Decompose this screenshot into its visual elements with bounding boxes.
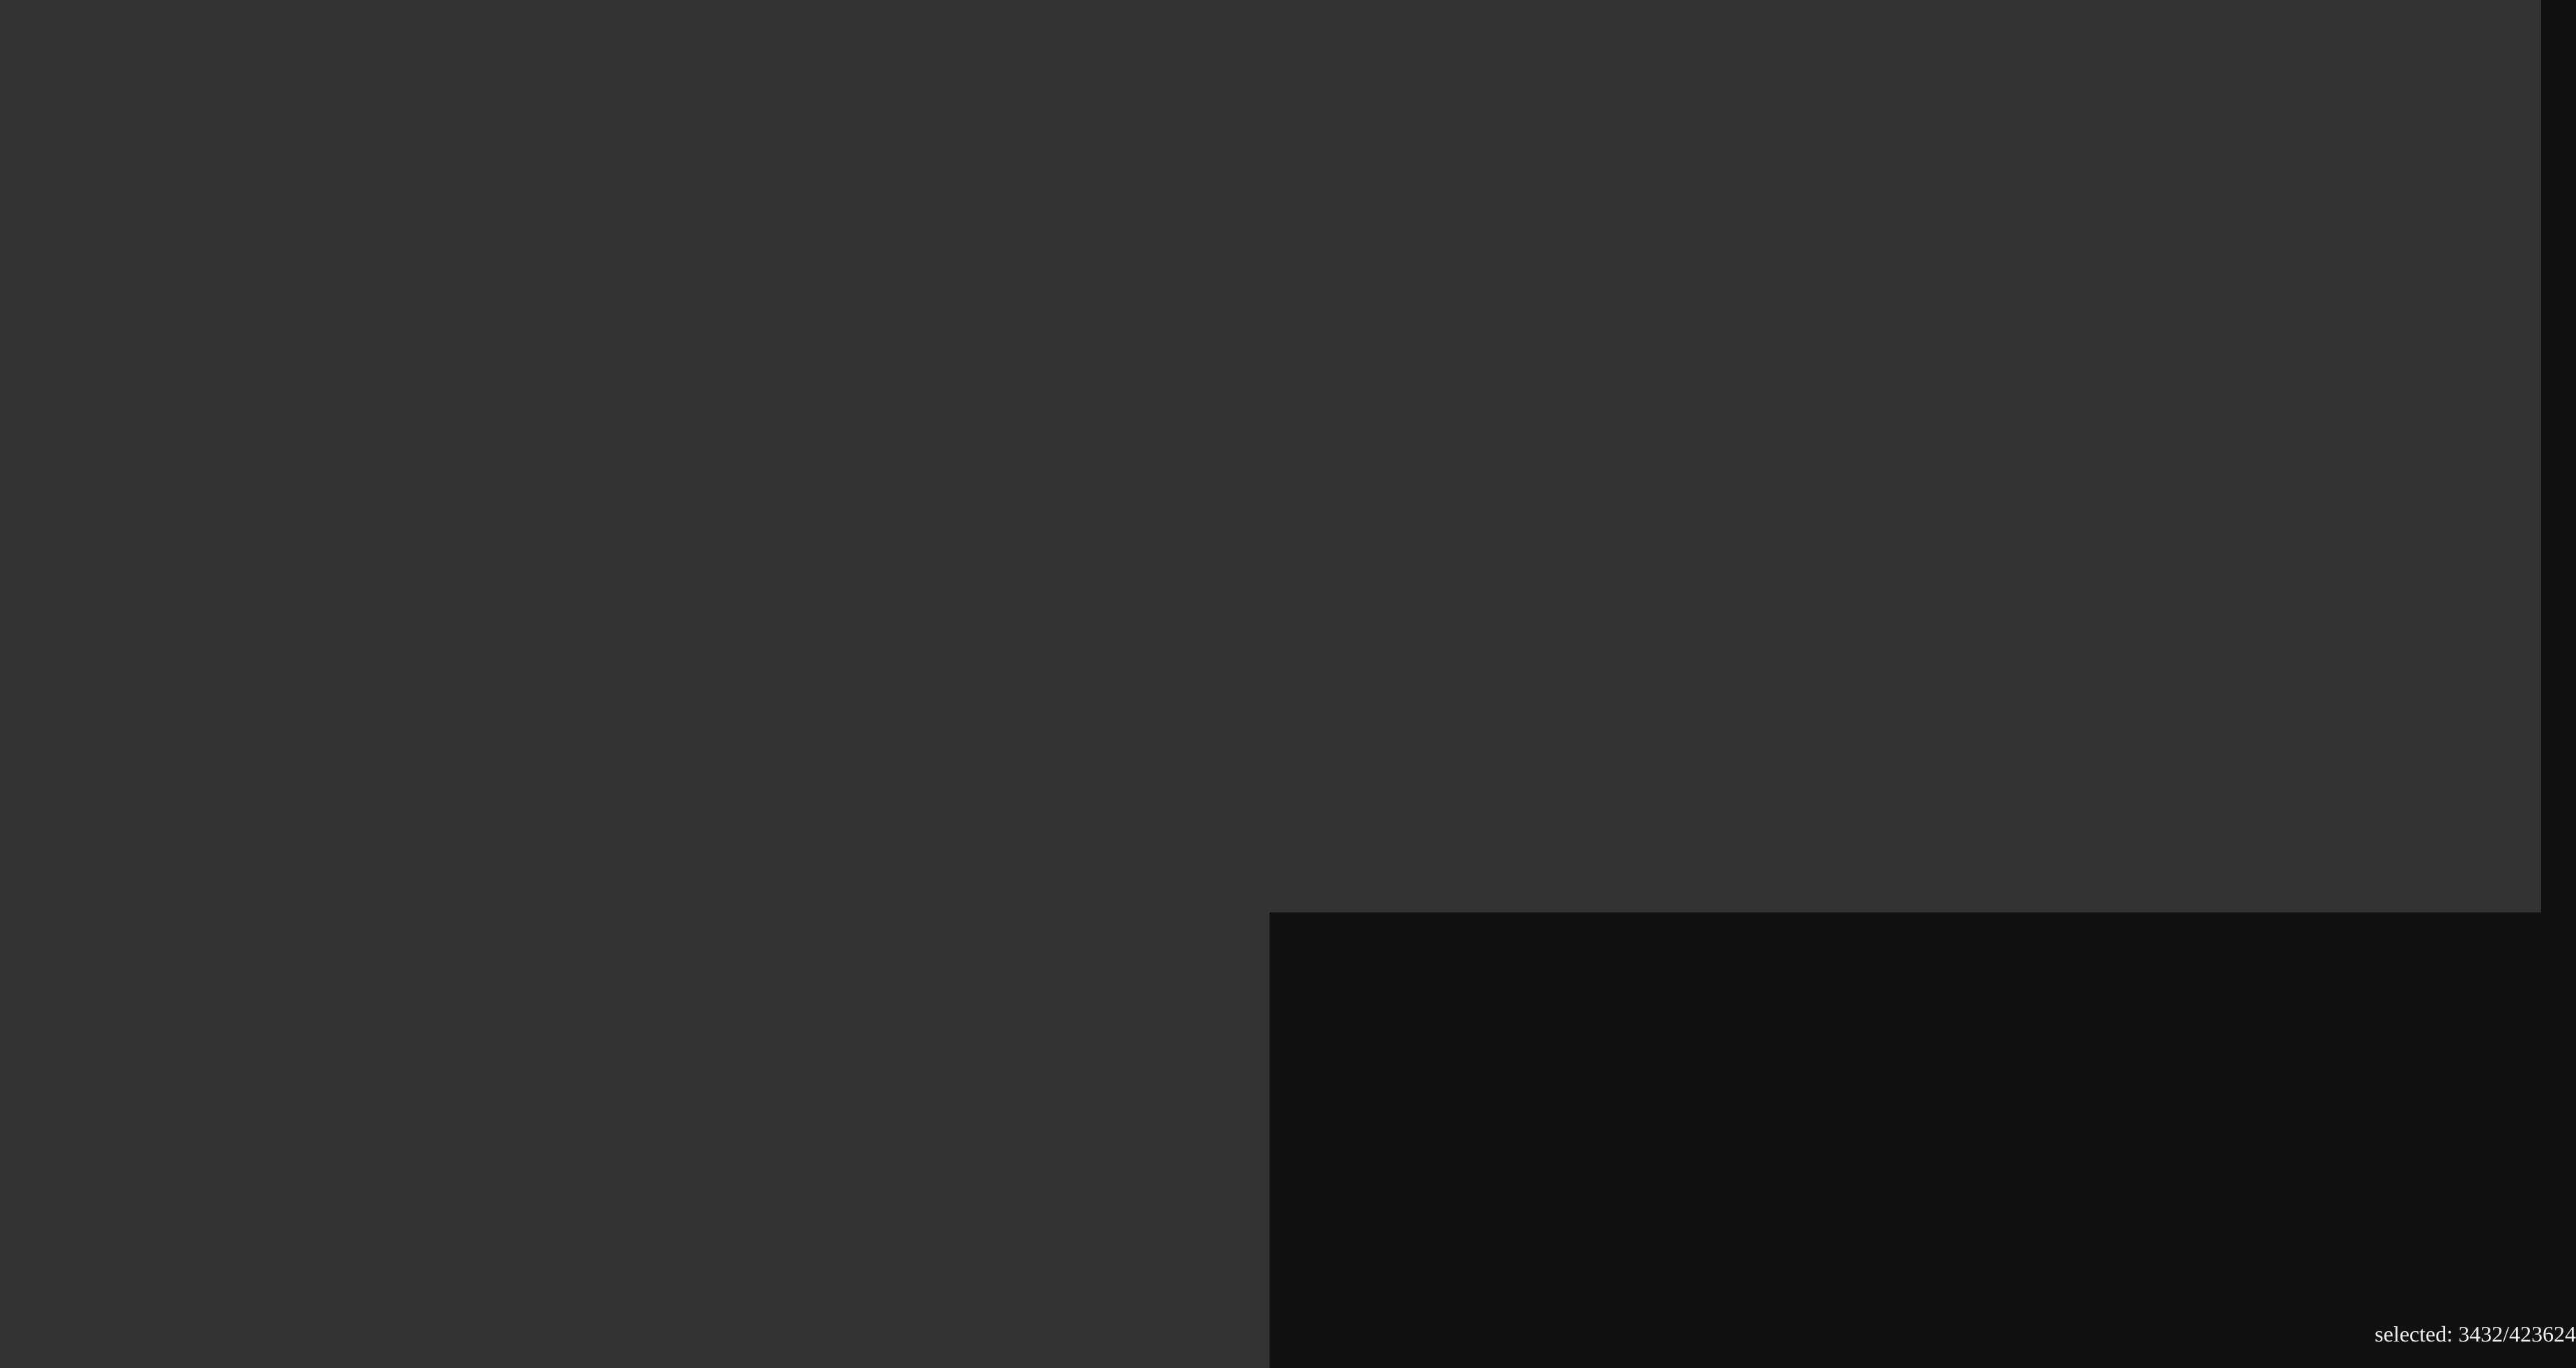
scatter-r1c2[interactable] xyxy=(635,0,1270,456)
scatter-r1c3[interactable] xyxy=(1270,0,1904,456)
scatter-r1c1[interactable] xyxy=(0,0,635,456)
chart-panel-r2c2: 0.00.10.20.30.40.50.60.70.80.91.05,000,0… xyxy=(635,456,1270,912)
chart-panel-r1c4: 0.00.10.20.30.40.50.60.70.80.91.05001,00… xyxy=(1904,0,2541,456)
chart-panel-r2c1: 0.00.10.20.30.40.50.60.70.80.91.05,000,0… xyxy=(0,456,635,912)
scatter-r2c2[interactable] xyxy=(635,456,1270,912)
chart-panel-r1c3: 0.00.10.20.30.40.50.60.70.80.91.05001,00… xyxy=(1270,0,1904,456)
scatter-r2c1[interactable] xyxy=(0,456,635,912)
scatter-r1c4[interactable] xyxy=(1904,0,2541,456)
chart-panel-r1c1: 0.00.10.20.30.40.50.60.70.80.91.05001,00… xyxy=(0,0,635,456)
chart-panel-r1c2: 0.00.10.20.30.40.50.60.70.80.91.05001,00… xyxy=(635,0,1270,456)
